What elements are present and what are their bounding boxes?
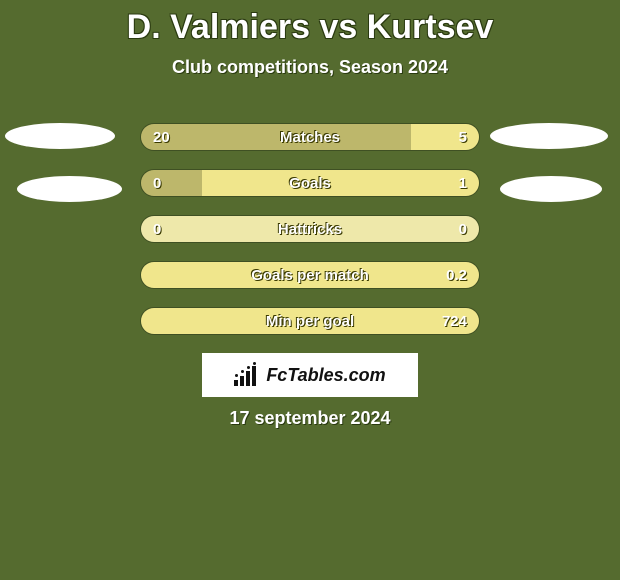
stat-bar-right bbox=[202, 170, 479, 196]
team-badge-placeholder bbox=[500, 176, 602, 202]
stat-value-right: 0 bbox=[459, 216, 467, 243]
stat-bar-right bbox=[141, 262, 479, 288]
stats-container: 205Matches01Goals00Hattricks0.2Goals per… bbox=[140, 123, 480, 353]
stat-value-left: 0 bbox=[153, 170, 161, 197]
logo-chart-icon bbox=[234, 364, 260, 386]
stat-row: 724Min per goal bbox=[140, 307, 480, 335]
team-badge-placeholder bbox=[17, 176, 122, 202]
stat-row: 0.2Goals per match bbox=[140, 261, 480, 289]
stat-value-left: 0 bbox=[153, 216, 161, 243]
stat-row: 01Goals bbox=[140, 169, 480, 197]
team-badge-placeholder bbox=[490, 123, 608, 149]
page-title: D. Valmiers vs Kurtsev bbox=[0, 0, 620, 47]
date-text: 17 september 2024 bbox=[0, 408, 620, 429]
stat-value-right: 1 bbox=[459, 170, 467, 197]
logo-text: FcTables.com bbox=[266, 365, 385, 386]
stat-value-left: 20 bbox=[153, 124, 170, 151]
team-badge-placeholder bbox=[5, 123, 115, 149]
stat-row: 00Hattricks bbox=[140, 215, 480, 243]
stat-bar-left bbox=[141, 170, 202, 196]
stat-value-right: 5 bbox=[459, 124, 467, 151]
stat-row: 205Matches bbox=[140, 123, 480, 151]
stat-value-right: 0.2 bbox=[446, 262, 467, 289]
stat-bar-right bbox=[141, 308, 479, 334]
stat-bar-left bbox=[141, 124, 411, 150]
fctables-logo: FcTables.com bbox=[202, 353, 418, 397]
stat-bar-right bbox=[411, 124, 479, 150]
stat-value-right: 724 bbox=[442, 308, 467, 335]
stat-bar-left bbox=[141, 216, 479, 242]
subtitle: Club competitions, Season 2024 bbox=[0, 57, 620, 78]
